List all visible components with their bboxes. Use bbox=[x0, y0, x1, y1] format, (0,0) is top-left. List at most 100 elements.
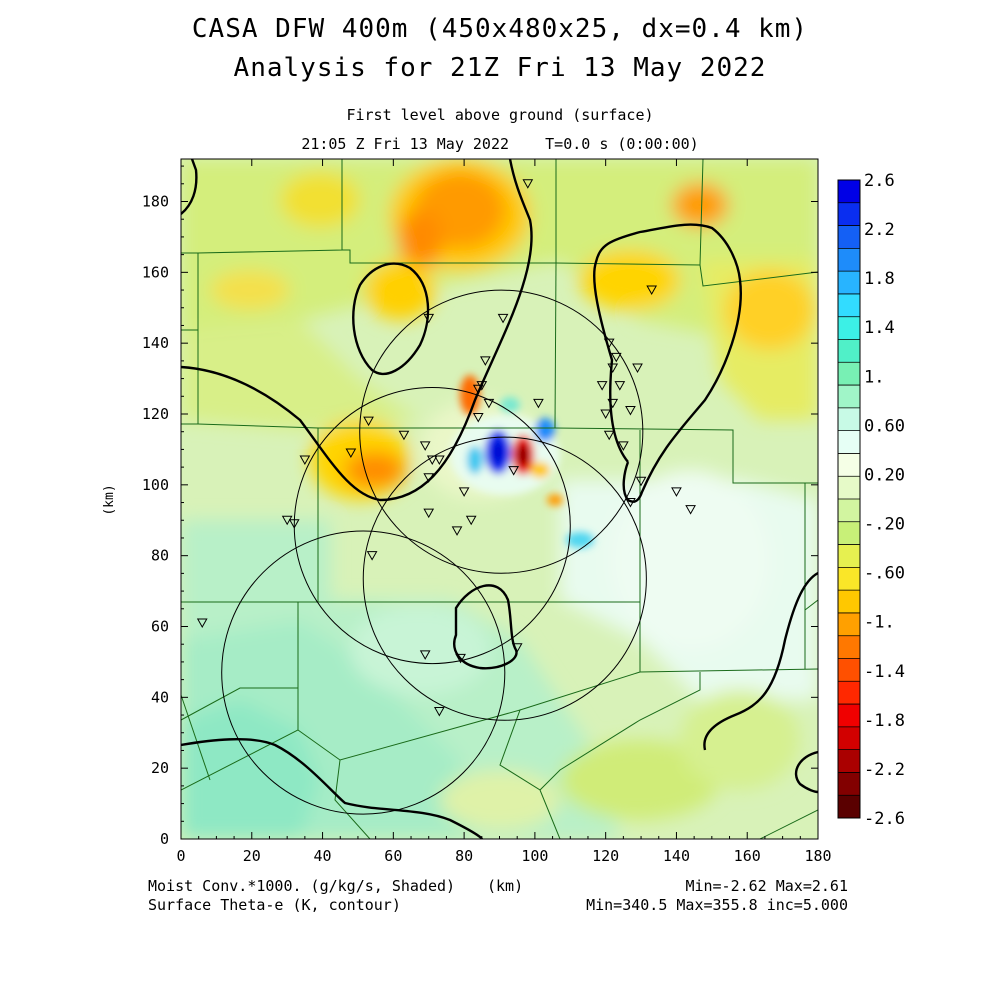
station-marker bbox=[423, 473, 435, 483]
level-subtitle: First level above ground (surface) bbox=[346, 106, 654, 124]
radar-range-ring bbox=[362, 436, 647, 721]
station-marker bbox=[614, 381, 626, 391]
colorbar-label: 2.2 bbox=[864, 220, 895, 240]
y-tick-label: 120 bbox=[142, 405, 169, 423]
station-marker bbox=[625, 405, 636, 416]
station-marker bbox=[196, 618, 208, 628]
colorbar-label: 1.8 bbox=[864, 269, 895, 289]
footer-contour-range: Min=340.5 Max=355.8 inc=5.000 bbox=[586, 896, 848, 914]
station-marker bbox=[671, 487, 682, 497]
radar-range-ring bbox=[221, 530, 506, 815]
colorbar-label: -.20 bbox=[864, 515, 905, 535]
station-marker bbox=[483, 398, 495, 409]
colorbar-label: -1.8 bbox=[864, 711, 905, 731]
colorbar-swatch bbox=[838, 772, 860, 796]
x-tick-label: 140 bbox=[663, 847, 690, 865]
station-marker bbox=[497, 313, 509, 324]
station-marker bbox=[607, 363, 619, 373]
x-tick-label: 0 bbox=[176, 847, 185, 865]
station-marker bbox=[299, 455, 311, 466]
x-tick-label: 120 bbox=[592, 847, 619, 865]
axis-ticks bbox=[180, 159, 819, 840]
colorbar-label: -.60 bbox=[864, 564, 905, 584]
station-marker bbox=[345, 448, 357, 458]
x-tick-label: 180 bbox=[804, 847, 831, 865]
x-tick-label: 60 bbox=[384, 847, 402, 865]
colorbar-swatch bbox=[838, 567, 860, 591]
colorbar-swatch bbox=[838, 521, 860, 546]
colorbar-swatch bbox=[838, 612, 860, 637]
station-marker bbox=[596, 381, 608, 391]
station-marker bbox=[423, 508, 435, 519]
colorbar-swatch bbox=[838, 271, 860, 295]
station-marker bbox=[419, 441, 431, 451]
station-marker bbox=[398, 430, 410, 441]
station-marker bbox=[603, 430, 615, 441]
station-marker bbox=[635, 476, 647, 487]
footer-contour-label: Surface Theta-e (K, contour) bbox=[148, 896, 401, 914]
y-tick-label: 20 bbox=[151, 759, 169, 777]
y-tick-label: 40 bbox=[151, 688, 169, 706]
colorbar-swatch bbox=[838, 385, 860, 409]
map-title-line1: CASA DFW 400m (450x480x25, dx=0.4 km) bbox=[191, 14, 809, 44]
colorbar-frame bbox=[837, 179, 861, 819]
x-tick-label: 160 bbox=[734, 847, 761, 865]
station-marker bbox=[632, 363, 643, 373]
colorbar bbox=[837, 179, 861, 819]
colorbar-swatch bbox=[838, 180, 860, 204]
colorbar-swatch bbox=[838, 407, 860, 432]
y-tick-label: 180 bbox=[142, 193, 169, 211]
colorbar-label: -1. bbox=[864, 613, 895, 633]
colorbar-label: 0.60 bbox=[864, 416, 905, 436]
colorbar-swatch bbox=[838, 590, 860, 614]
county-boundaries bbox=[181, 159, 818, 839]
colorbar-label: 1. bbox=[864, 367, 884, 387]
station-marker bbox=[363, 416, 374, 427]
station-marker bbox=[451, 526, 463, 536]
station-marker bbox=[419, 650, 431, 660]
colorbar-swatch bbox=[838, 658, 860, 682]
station-marker bbox=[288, 519, 300, 529]
colorbar-swatch bbox=[838, 202, 860, 227]
station-marker bbox=[426, 455, 438, 466]
station-marker bbox=[625, 498, 636, 508]
colorbar-label: -1.4 bbox=[864, 662, 905, 682]
station-marker bbox=[522, 179, 534, 189]
station-marker bbox=[433, 707, 445, 717]
y-tick-label: 60 bbox=[151, 618, 169, 636]
station-marker bbox=[533, 398, 544, 409]
x-tick-label: 40 bbox=[314, 847, 332, 865]
station-marker bbox=[366, 551, 378, 561]
colorbar-swatch bbox=[838, 225, 860, 249]
station-marker bbox=[511, 643, 523, 653]
colorbar-swatch bbox=[838, 635, 860, 659]
station-marker bbox=[472, 413, 484, 423]
colorbar-swatch bbox=[838, 749, 860, 773]
station-marker bbox=[423, 313, 435, 324]
x-tick-label: 100 bbox=[521, 847, 548, 865]
x-tick-label: 80 bbox=[455, 847, 473, 865]
colorbar-label: 1.4 bbox=[864, 318, 895, 338]
colorbar-swatch bbox=[838, 795, 860, 819]
y-tick-label: 80 bbox=[151, 547, 169, 565]
station-marker bbox=[600, 409, 612, 420]
station-marker bbox=[618, 441, 629, 451]
colorbar-swatch bbox=[838, 476, 860, 500]
colorbar-label: -2.2 bbox=[864, 760, 905, 780]
y-tick-label: 0 bbox=[160, 830, 169, 848]
moist-convergence-field bbox=[181, 159, 818, 839]
station-marker bbox=[610, 352, 622, 363]
colorbar-swatch bbox=[838, 453, 860, 477]
y-tick-label: 140 bbox=[142, 334, 169, 352]
colorbar-swatch bbox=[838, 339, 860, 363]
station-marker bbox=[472, 384, 484, 395]
y-axis-label: (km) bbox=[102, 484, 117, 515]
station-marker bbox=[433, 455, 445, 466]
colorbar-label: 0.20 bbox=[864, 465, 905, 485]
station-marker bbox=[603, 338, 615, 349]
colorbar-label: -2.6 bbox=[864, 809, 905, 829]
station-marker bbox=[479, 356, 491, 366]
footer-field-range: Min=-2.62 Max=2.61 bbox=[685, 877, 848, 895]
station-markers bbox=[196, 179, 696, 717]
